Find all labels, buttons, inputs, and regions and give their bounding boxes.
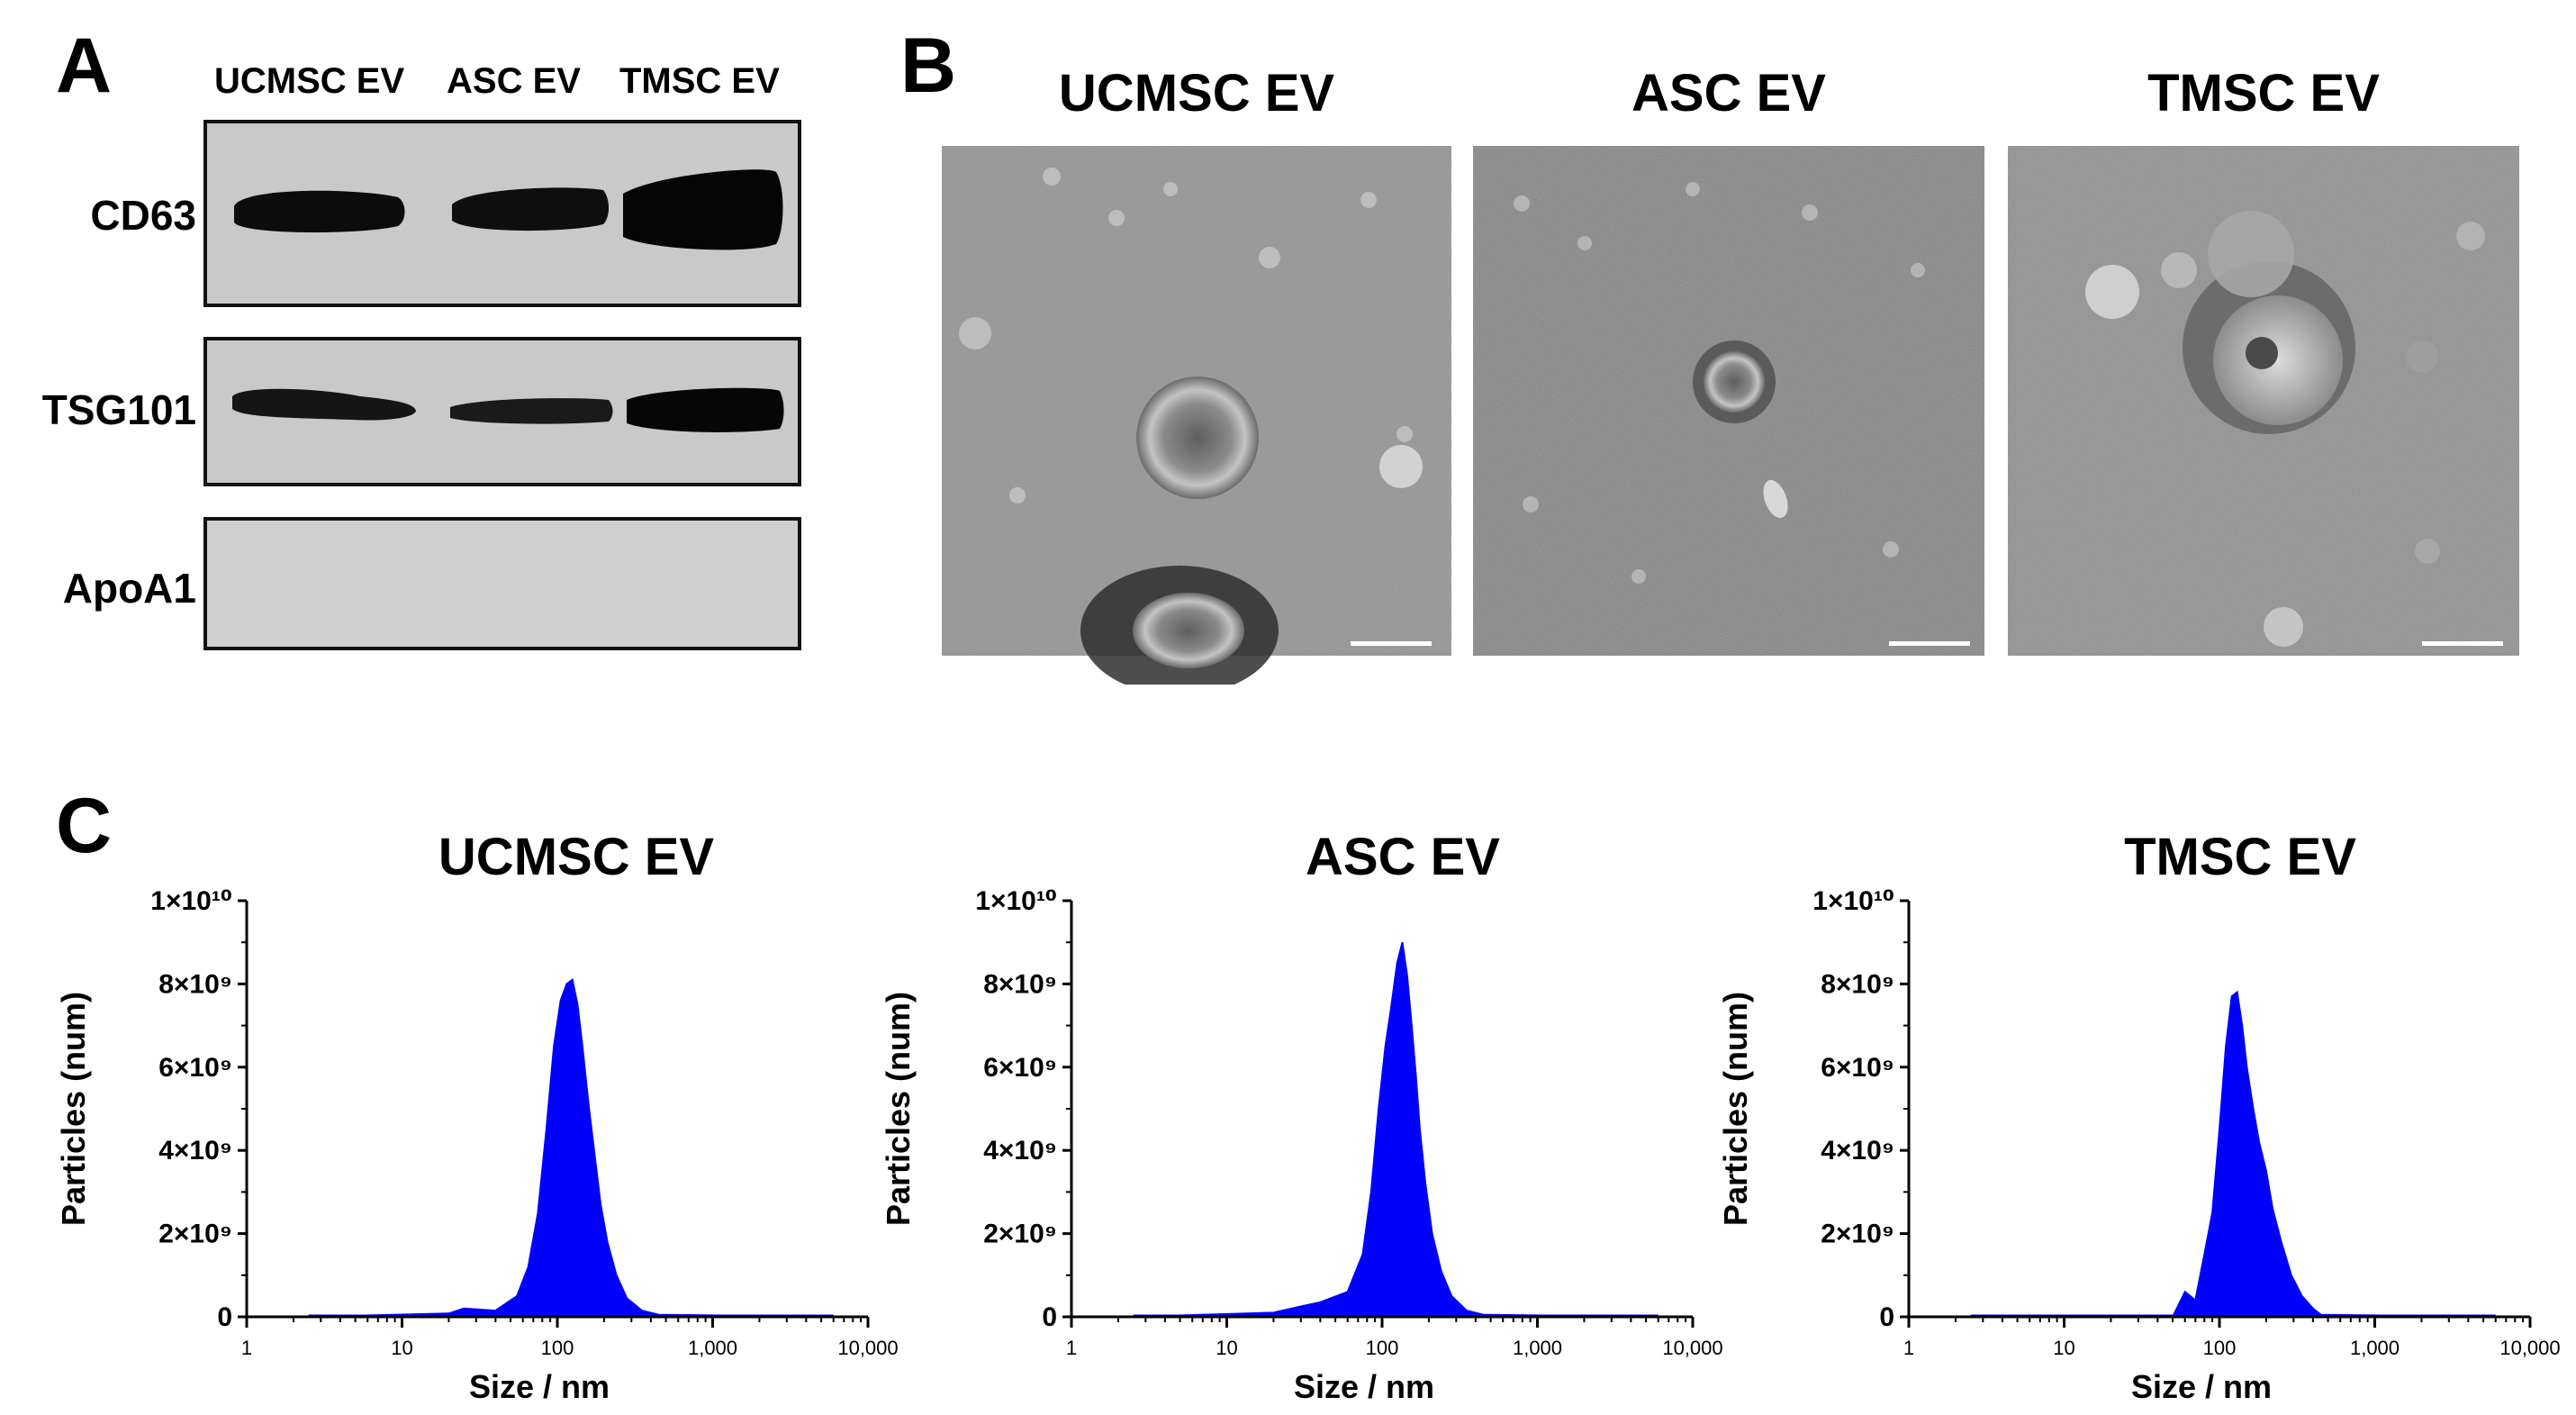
tem-title-tmsc: TMSC EV [2147,64,2380,122]
panel-b-letter: B [900,23,957,109]
y-axis-label-ucmsc: Particles (num) [55,992,92,1226]
nta-area-tmsc [1970,990,2496,1318]
lane-label-ucmsc: UCMSC EV [214,61,405,101]
band-tsg101-asc [450,398,613,424]
x-tick-label-tmsc: 10,000 [2499,1337,2560,1359]
panel-c-letter: C [56,783,113,869]
blot-cd63-bands [234,169,783,250]
y-tick-label-tmsc: 2×10⁹ [1821,1220,1894,1249]
x-tick-label-ucmsc: 100 [541,1337,574,1359]
tem-title-ucmsc: UCMSC EV [1058,64,1335,122]
lane-label-asc: ASC EV [447,61,581,101]
scale-bar-tmsc [2422,641,2503,646]
y-tick-label-asc: 6×10⁹ [983,1053,1057,1083]
blot-apoa1 [203,517,801,650]
nta-area-ucmsc [308,978,834,1318]
y-tick-label-ucmsc: 1×10¹⁰ [150,886,232,916]
x-tick-label-ucmsc: 1,000 [688,1337,737,1359]
y-tick-label-tmsc: 8×10⁹ [1821,969,1894,999]
lane-label-tmsc: TMSC EV [619,61,780,101]
y-tick-label-asc: 2×10⁹ [983,1220,1057,1249]
y-tick-label-asc: 4×10⁹ [983,1136,1057,1166]
band-tsg101-tmsc [627,387,784,432]
x-axis-label-asc: Size / nm [1294,1368,1434,1405]
x-tick-label-asc: 1 [1066,1337,1077,1359]
row-label-cd63: CD63 [90,192,196,239]
x-tick-label-tmsc: 100 [2203,1337,2237,1359]
y-tick-label-ucmsc: 8×10⁹ [158,969,232,999]
nta-title-asc: ASC EV [1306,828,1500,886]
row-label-apoa1: ApoA1 [62,565,196,612]
panel-a-letter: A [56,23,113,109]
tem-image-asc [1473,146,1984,656]
row-label-tsg101: TSG101 [41,386,196,433]
blot-cd63 [203,120,801,307]
band-cd63-tmsc [623,169,783,250]
x-axis-label-ucmsc: Size / nm [469,1368,610,1405]
y-tick-label-ucmsc: 2×10⁹ [158,1220,232,1249]
nta-area-asc [1133,941,1659,1318]
band-cd63-asc [452,187,609,231]
x-tick-label-tmsc: 1 [1903,1337,1914,1359]
x-axis-label-tmsc: Size / nm [2131,1368,2272,1405]
y-tick-label-asc: 1×10¹⁰ [975,886,1057,916]
y-tick-label-asc: 0 [1042,1302,1057,1332]
tem-image-ucmsc [942,146,1451,685]
scale-bar-ucmsc [1351,641,1432,646]
x-tick-label-asc: 10,000 [1662,1337,1722,1359]
blot-tsg101 [203,337,801,486]
x-tick-label-ucmsc: 1 [241,1337,252,1359]
x-tick-label-asc: 100 [1366,1337,1399,1359]
y-tick-label-tmsc: 4×10⁹ [1821,1136,1894,1166]
x-tick-label-ucmsc: 10,000 [837,1337,898,1359]
y-tick-label-ucmsc: 4×10⁹ [158,1136,232,1166]
x-tick-label-tmsc: 1,000 [2350,1337,2400,1359]
tem-image-tmsc [2008,146,2519,656]
blot-tsg101-bands [232,387,784,432]
y-axis-label-asc: Particles (num) [880,992,917,1226]
band-cd63-ucmsc [234,190,405,233]
x-tick-label-ucmsc: 10 [391,1337,412,1359]
y-tick-label-tmsc: 0 [1879,1302,1894,1332]
x-tick-label-asc: 10 [1216,1337,1237,1359]
scale-bar-asc [1889,641,1970,646]
x-tick-label-tmsc: 10 [2053,1337,2074,1359]
tem-images [942,146,2519,685]
x-tick-label-asc: 1,000 [1513,1337,1562,1359]
y-tick-label-ucmsc: 0 [217,1302,232,1332]
nta-title-ucmsc: UCMSC EV [438,828,715,886]
y-tick-label-tmsc: 1×10¹⁰ [1812,886,1894,916]
y-tick-label-ucmsc: 6×10⁹ [158,1053,232,1083]
band-tsg101-ucmsc [232,388,416,421]
nta-title-tmsc: TMSC EV [2124,828,2356,886]
y-tick-label-asc: 8×10⁹ [983,969,1057,999]
y-tick-label-tmsc: 6×10⁹ [1821,1053,1894,1083]
tem-title-asc: ASC EV [1631,64,1826,122]
y-axis-label-tmsc: Particles (num) [1717,992,1754,1226]
